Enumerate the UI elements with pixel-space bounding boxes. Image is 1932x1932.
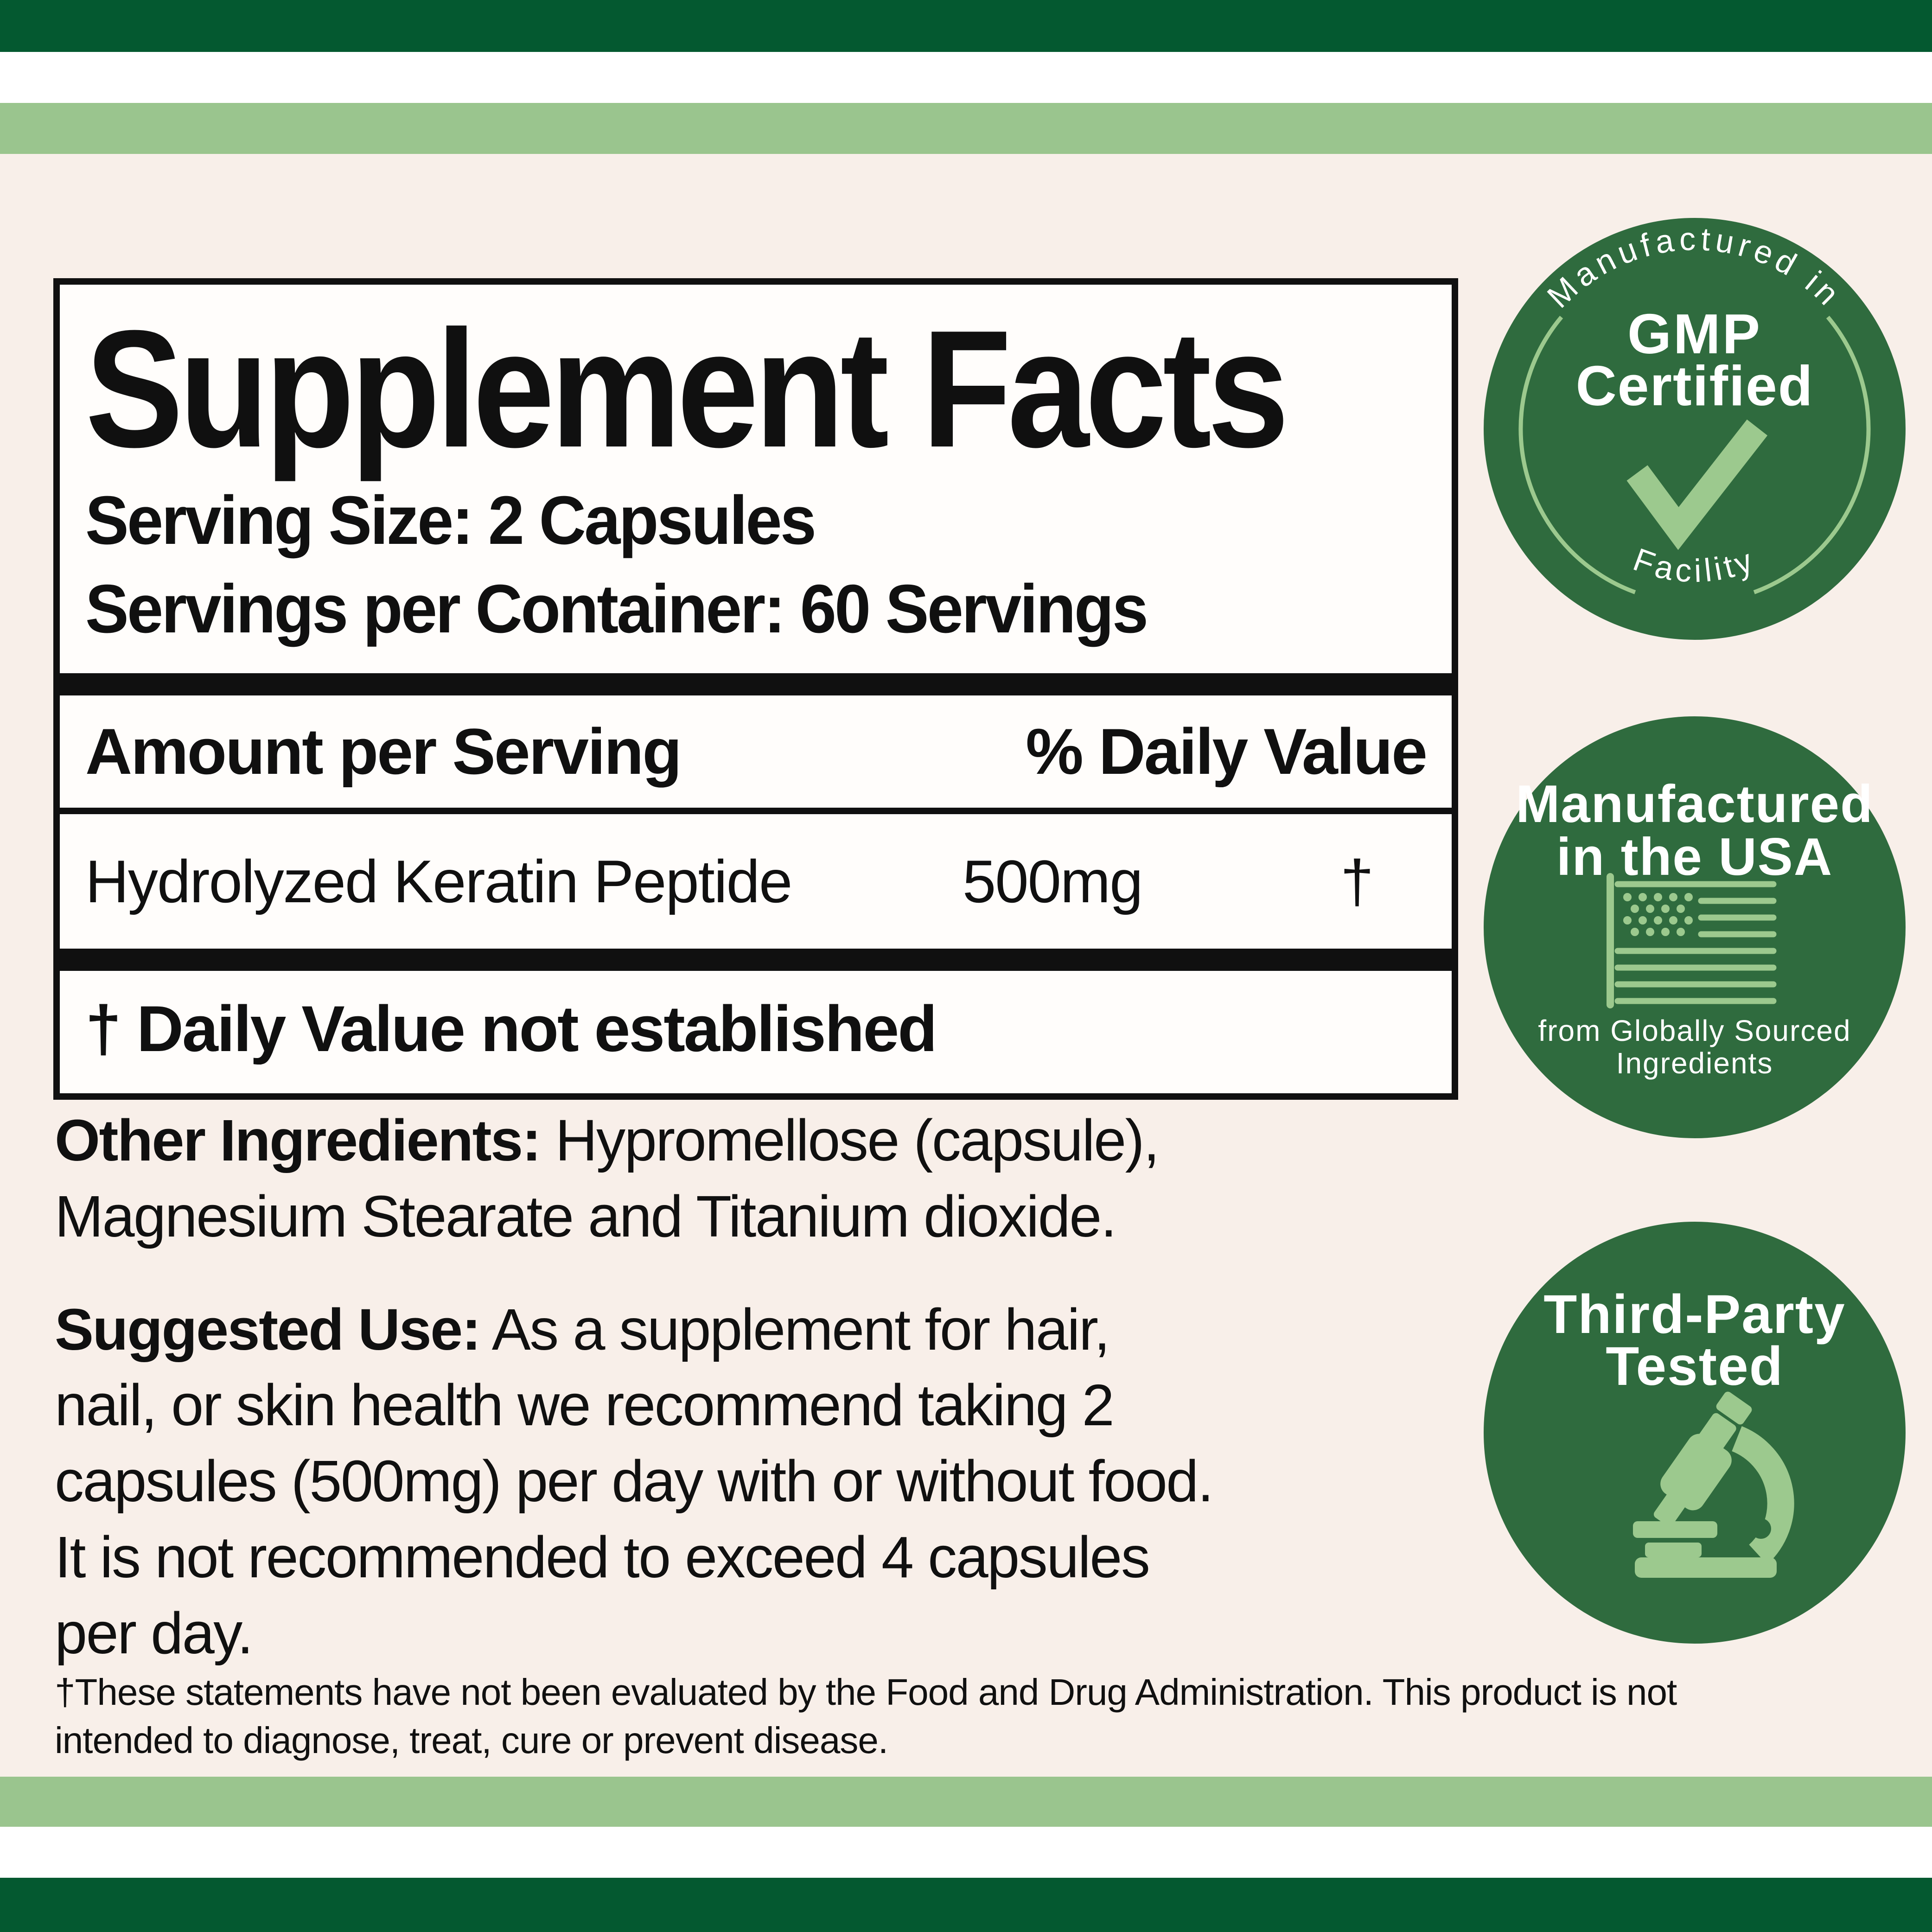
top-dark-green-bar — [0, 0, 1932, 52]
badge-line2: Tested — [1606, 1336, 1784, 1397]
badge-line2: Certified — [1576, 354, 1814, 417]
divider-thin — [60, 808, 1452, 815]
bottom-light-green-bar — [0, 1777, 1932, 1827]
facts-header-row: Amount per Serving % Daily Value — [60, 695, 1452, 808]
bottom-dark-green-bar — [0, 1878, 1932, 1932]
divider-thick — [60, 949, 1452, 971]
servings-per-container-line: Servings per Container: 60 Servings — [85, 570, 1148, 647]
divider-thick — [60, 673, 1452, 696]
other-ingredients-paragraph: Other Ingredients: Hypromellose (capsule… — [55, 1103, 1476, 1255]
inner-arc-right — [1753, 316, 1871, 594]
badge-sub-line1: from Globally Sourced — [1538, 1014, 1851, 1047]
ingredient-daily-value: † — [1340, 848, 1374, 916]
other-ingredients-text: Hypromellose (capsule), Magnesium Steara… — [55, 1108, 1160, 1249]
badge-line1: GMP — [1627, 302, 1762, 365]
ingredient-amount: 500mg — [963, 848, 1143, 916]
daily-value-header: % Daily Value — [1026, 715, 1428, 788]
supplement-facts-title: Supplement Facts — [85, 296, 1289, 482]
badge-line1: Manufactured — [1516, 775, 1873, 834]
fda-disclaimer: †These statements have not been evaluate… — [55, 1671, 1677, 1761]
badge-sub-line2: Ingredients — [1616, 1046, 1773, 1080]
suggested-use-text: As a supplement for hair, nail, or skin … — [55, 1296, 1214, 1666]
ingredient-name: Hydrolyzed Keratin Peptide — [85, 848, 792, 916]
badge-third-party-tested: Third-Party Tested — [1484, 1222, 1906, 1644]
badge-circle — [1484, 218, 1906, 640]
badge-circle — [1484, 716, 1906, 1138]
badge-line1: Third-Party — [1543, 1284, 1845, 1345]
supplement-facts-panel: Supplement Facts Serving Size: 2 Capsule… — [53, 278, 1458, 1100]
check-icon — [1626, 419, 1768, 550]
top-white-bar — [0, 52, 1932, 103]
daily-value-footnote: † Daily Value not established — [85, 992, 937, 1065]
top-light-green-bar — [0, 103, 1932, 154]
inner-arc-left — [1518, 316, 1636, 594]
suggested-use-paragraph: Suggested Use: As a supplement for hair,… — [55, 1292, 1476, 1671]
microscope-icon — [1633, 1391, 1794, 1578]
body-paragraphs: Other Ingredients: Hypromellose (capsule… — [55, 1103, 1476, 1709]
badge-line2: in the USA — [1556, 828, 1833, 886]
badge-circle — [1484, 1222, 1906, 1644]
serving-size-line: Serving Size: 2 Capsules — [85, 482, 816, 559]
usa-flag-icon — [1607, 873, 1777, 1008]
badge-made-in-usa: Manufactured in the USA from Gl — [1484, 716, 1906, 1138]
amount-per-serving-header: Amount per Serving — [85, 715, 682, 788]
other-ingredients-label: Other Ingredients: — [55, 1108, 542, 1173]
ingredient-row: Hydrolyzed Keratin Peptide 500mg † — [60, 814, 1452, 949]
suggested-use-label: Suggested Use: — [55, 1296, 481, 1362]
badge-gmp-certified: Manufactured in GMP Certified Facility — [1484, 218, 1906, 640]
bottom-white-bar — [0, 1827, 1932, 1878]
